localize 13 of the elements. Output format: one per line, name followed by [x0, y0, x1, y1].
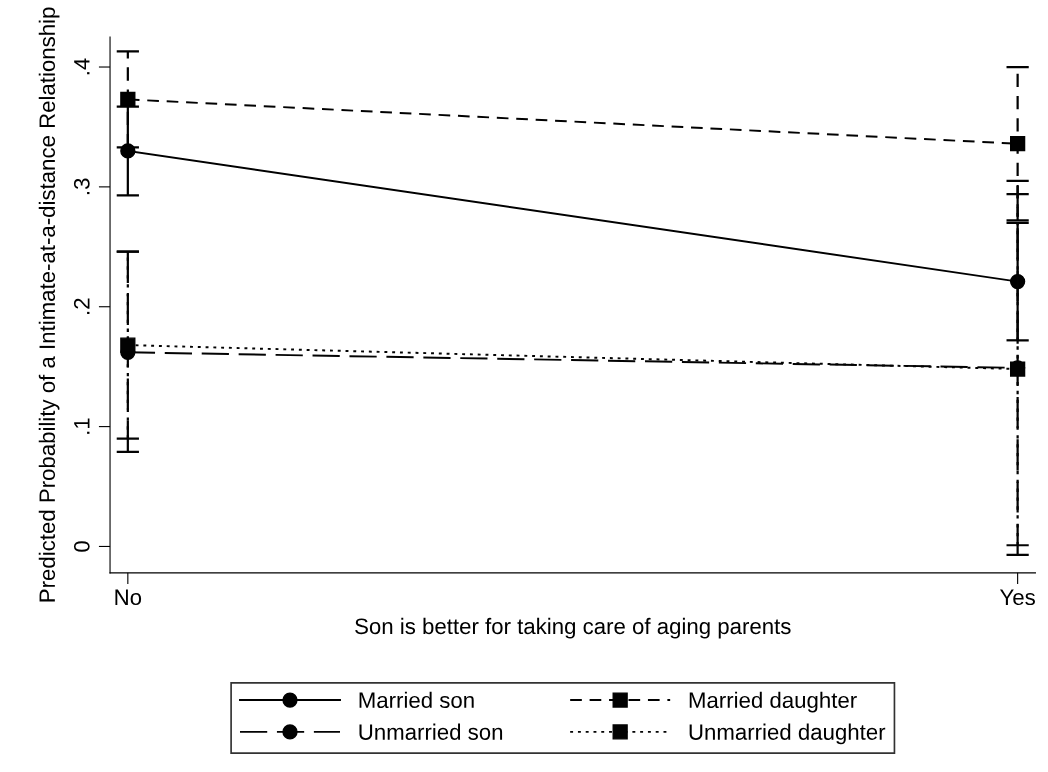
x-tick-label: No — [115, 589, 142, 606]
y-tick-label: 0 — [73, 541, 90, 552]
y-axis-title: Predicted Probability of a Intimate-at-a-distance Relationship — [38, 7, 60, 602]
x-axis-title: Son is better for taking care of aging parents — [355, 617, 791, 639]
x-tick-label: Yes — [999, 589, 1035, 606]
legend-label: Unmarried son — [359, 723, 503, 740]
y-tick-label: .2 — [73, 298, 90, 314]
y-tick-label: .3 — [73, 178, 90, 195]
legend-label: Married daughter — [689, 691, 857, 713]
y-tick-label: .1 — [74, 418, 90, 434]
legend-label: Unmarried daughter — [689, 723, 886, 745]
legend-label: Married son — [359, 691, 474, 709]
y-tick-label: .4 — [74, 58, 90, 75]
